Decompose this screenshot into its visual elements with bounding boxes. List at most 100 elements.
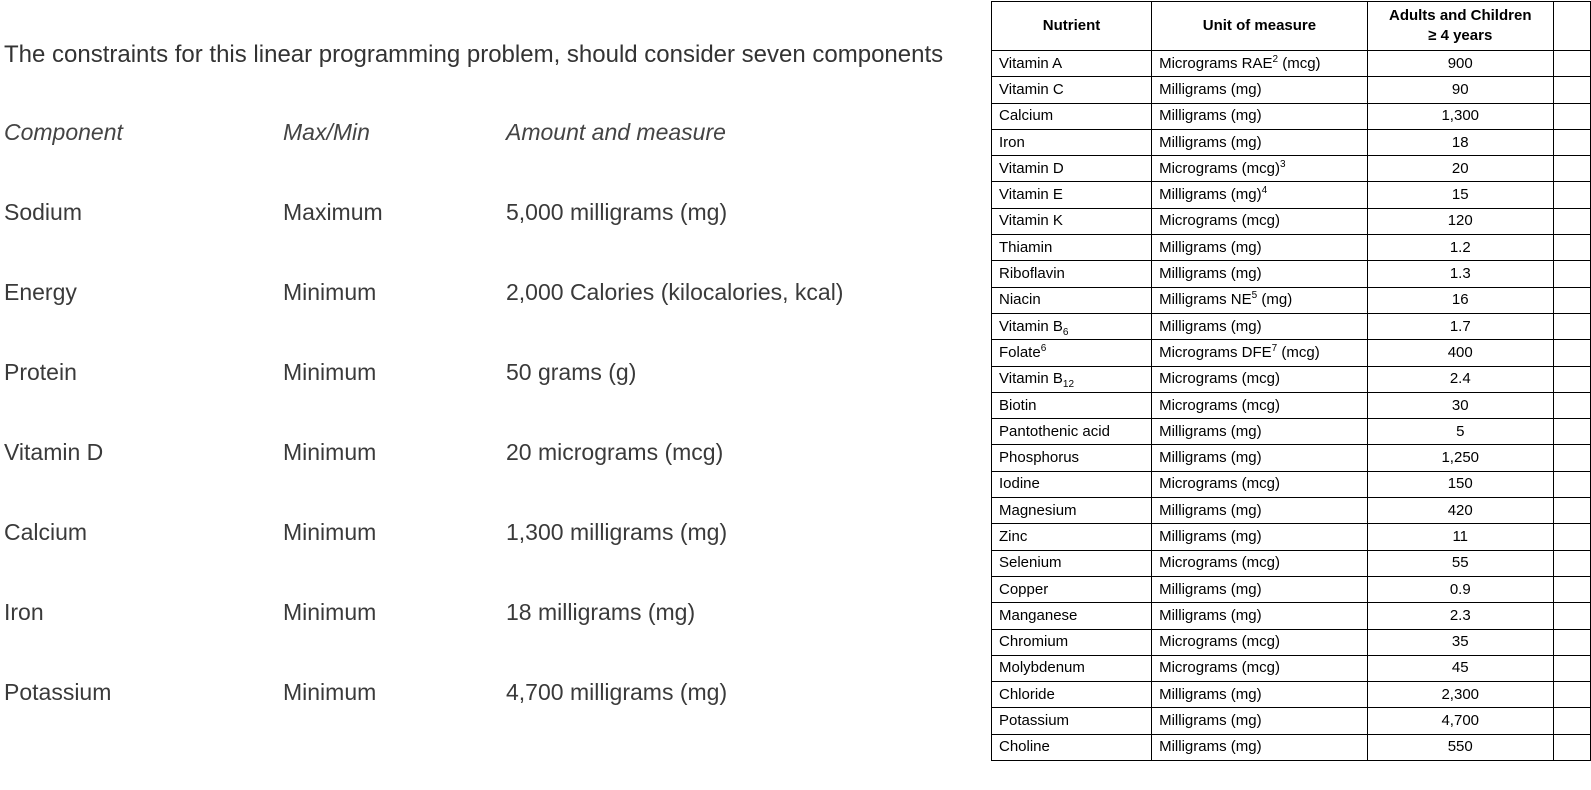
- unit-cell: Milligrams NE5 (mg): [1151, 286, 1368, 314]
- table-row: Molybdenum Micrograms (mcg) 45: [990, 654, 1591, 683]
- header-amount: Amount and measure: [506, 119, 726, 145]
- unit-text: Micrograms RAE: [1159, 54, 1273, 72]
- nutrient-cell: Magnesium: [990, 497, 1153, 525]
- constraint-amount: 20 micrograms (mcg): [506, 439, 724, 465]
- constraint-amount: 2,000 Calories (kilocalories, kcal): [506, 279, 844, 305]
- table-row: Selenium Micrograms (mcg) 55: [990, 549, 1591, 577]
- nutrient-name: Iron: [999, 133, 1025, 151]
- unit-text: Milligrams (mg): [1159, 186, 1262, 204]
- nutrient-cell: Biotin: [990, 391, 1153, 420]
- value-cell: 30: [1366, 391, 1554, 420]
- table-row: Riboflavin Milligrams (mg) 1.3: [990, 260, 1591, 288]
- nutrient-name: Molybdenum: [999, 659, 1085, 677]
- table-row: Copper Milligrams (mg) 0.9: [990, 575, 1591, 604]
- unit-text: Milligrams (mg): [1159, 527, 1262, 545]
- table-row: Iron Milligrams (mg) 18: [990, 128, 1591, 157]
- nutrient-subscript: 6: [1062, 326, 1069, 338]
- cut-off-cell: [1552, 102, 1591, 130]
- nutrient-table-header-row: Nutrient Unit of measure Adults and Chil…: [990, 1, 1591, 51]
- nutrient-name: Chromium: [999, 633, 1069, 651]
- nutrient-name: Vitamin C: [999, 80, 1064, 98]
- unit-text: Milligrams (mg): [1159, 712, 1262, 730]
- cut-off-cell: [1552, 418, 1591, 446]
- nutrient-cell: Vitamin D: [990, 155, 1153, 183]
- unit-text: Milligrams (mg): [1159, 449, 1262, 467]
- cut-off-cell: [1552, 681, 1591, 709]
- table-row: Potassium Milligrams (mg) 4,700: [990, 707, 1591, 735]
- unit-text: Milligrams (mg): [1159, 317, 1262, 335]
- unit-superscript: 5: [1251, 290, 1258, 302]
- nutrient-cell: Pantothenic acid: [990, 418, 1153, 446]
- cut-off-cell: [1552, 575, 1591, 604]
- unit-suffix: (mcg): [1277, 343, 1320, 361]
- value-cell: 4,700: [1366, 707, 1554, 735]
- unit-cell: Micrograms (mcg)3: [1151, 155, 1368, 183]
- constraint-row: Potassium Minimum 4,700 milligrams (mg): [0, 677, 960, 707]
- table-row: Chromium Micrograms (mcg) 35: [990, 628, 1591, 656]
- constraint-row: Iron Minimum 18 milligrams (mg): [0, 597, 960, 627]
- value-cell: 2.3: [1366, 602, 1554, 630]
- value-cell: 2,300: [1366, 681, 1554, 709]
- nutrient-name: Copper: [999, 580, 1049, 598]
- value-cell: 1,250: [1366, 444, 1554, 472]
- unit-text: Milligrams (mg): [1159, 606, 1262, 624]
- nutrient-cell: Vitamin A: [990, 49, 1153, 78]
- table-row: Thiamin Milligrams (mg) 1.2: [990, 234, 1591, 262]
- unit-cell: Micrograms (mcg): [1151, 207, 1368, 236]
- header-maxmin: Max/Min: [283, 119, 370, 145]
- table-row: Vitamin D Micrograms (mcg)3 20: [990, 155, 1591, 183]
- nutrient-name: Vitamin D: [999, 159, 1064, 177]
- unit-cell: Micrograms (mcg): [1151, 549, 1368, 577]
- unit-cell: Milligrams (mg): [1151, 128, 1368, 157]
- nutrient-cell: Riboflavin: [990, 260, 1153, 288]
- unit-cell: Milligrams (mg): [1151, 260, 1368, 288]
- unit-cell: Milligrams (mg): [1151, 523, 1368, 551]
- value-cell: 45: [1366, 654, 1554, 683]
- cut-off-cell: [1552, 549, 1591, 577]
- constraint-component: Iron: [4, 599, 44, 625]
- constraint-row: Vitamin D Minimum 20 micrograms (mcg): [0, 437, 960, 467]
- unit-cell: Micrograms (mcg): [1151, 628, 1368, 656]
- unit-suffix: (mcg): [1278, 54, 1321, 72]
- table-row: Niacin Milligrams NE5 (mg) 16: [990, 286, 1591, 314]
- nutrient-name: Selenium: [999, 554, 1062, 572]
- nutrient-name: Phosphorus: [999, 449, 1080, 467]
- nutrient-cell: Iodine: [990, 470, 1153, 499]
- constraint-maxmin: Minimum: [283, 679, 377, 705]
- cut-off-cell: [1552, 470, 1591, 499]
- cut-off-cell: [1552, 181, 1591, 209]
- unit-text: Micrograms (mcg): [1159, 396, 1280, 414]
- unit-text: Milligrams (mg): [1159, 685, 1262, 703]
- unit-text: Milligrams (mg): [1159, 501, 1262, 519]
- nutrient-name: Folate: [999, 343, 1041, 361]
- unit-cell: Milligrams (mg)4: [1151, 181, 1368, 209]
- constraint-amount: 18 milligrams (mg): [506, 599, 696, 625]
- unit-text: Milligrams (mg): [1159, 80, 1262, 98]
- unit-text: Micrograms (mcg): [1159, 370, 1280, 388]
- nutrient-name: Vitamin A: [999, 54, 1063, 72]
- unit-text: Milligrams (mg): [1159, 422, 1262, 440]
- value-cell: 900: [1366, 49, 1554, 78]
- header-component: Component: [4, 119, 123, 145]
- nutrient-name: Pantothenic acid: [999, 422, 1110, 440]
- nutrient-cell: Vitamin K: [990, 207, 1153, 236]
- unit-cell: Micrograms (mcg): [1151, 654, 1368, 683]
- cut-off-cell: [1552, 654, 1591, 683]
- table-row: Vitamin B12 Micrograms (mcg) 2.4: [990, 365, 1591, 393]
- nutrient-cell: Molybdenum: [990, 654, 1153, 683]
- table-row: Folate6 Micrograms DFE7 (mcg) 400: [990, 339, 1591, 367]
- nutrient-cell: Calcium: [990, 102, 1153, 130]
- constraint-row: Energy Minimum 2,000 Calories (kilocalorie…: [0, 277, 960, 307]
- nutrient-cell: Niacin: [990, 286, 1153, 314]
- value-cell: 1.3: [1366, 260, 1554, 288]
- unit-superscript: 3: [1279, 158, 1286, 170]
- nutrient-cell: Chloride: [990, 681, 1153, 709]
- value-cell: 16: [1366, 286, 1554, 314]
- constraint-maxmin: Minimum: [283, 439, 377, 465]
- unit-cell: Milligrams (mg): [1151, 312, 1368, 341]
- unit-text: Milligrams (mg): [1159, 107, 1262, 125]
- table-row: Manganese Milligrams (mg) 2.3: [990, 602, 1591, 630]
- unit-cell: Milligrams (mg): [1151, 102, 1368, 130]
- table-row: Vitamin E Milligrams (mg)4 15: [990, 181, 1591, 209]
- unit-text: Micrograms (mcg): [1159, 159, 1280, 177]
